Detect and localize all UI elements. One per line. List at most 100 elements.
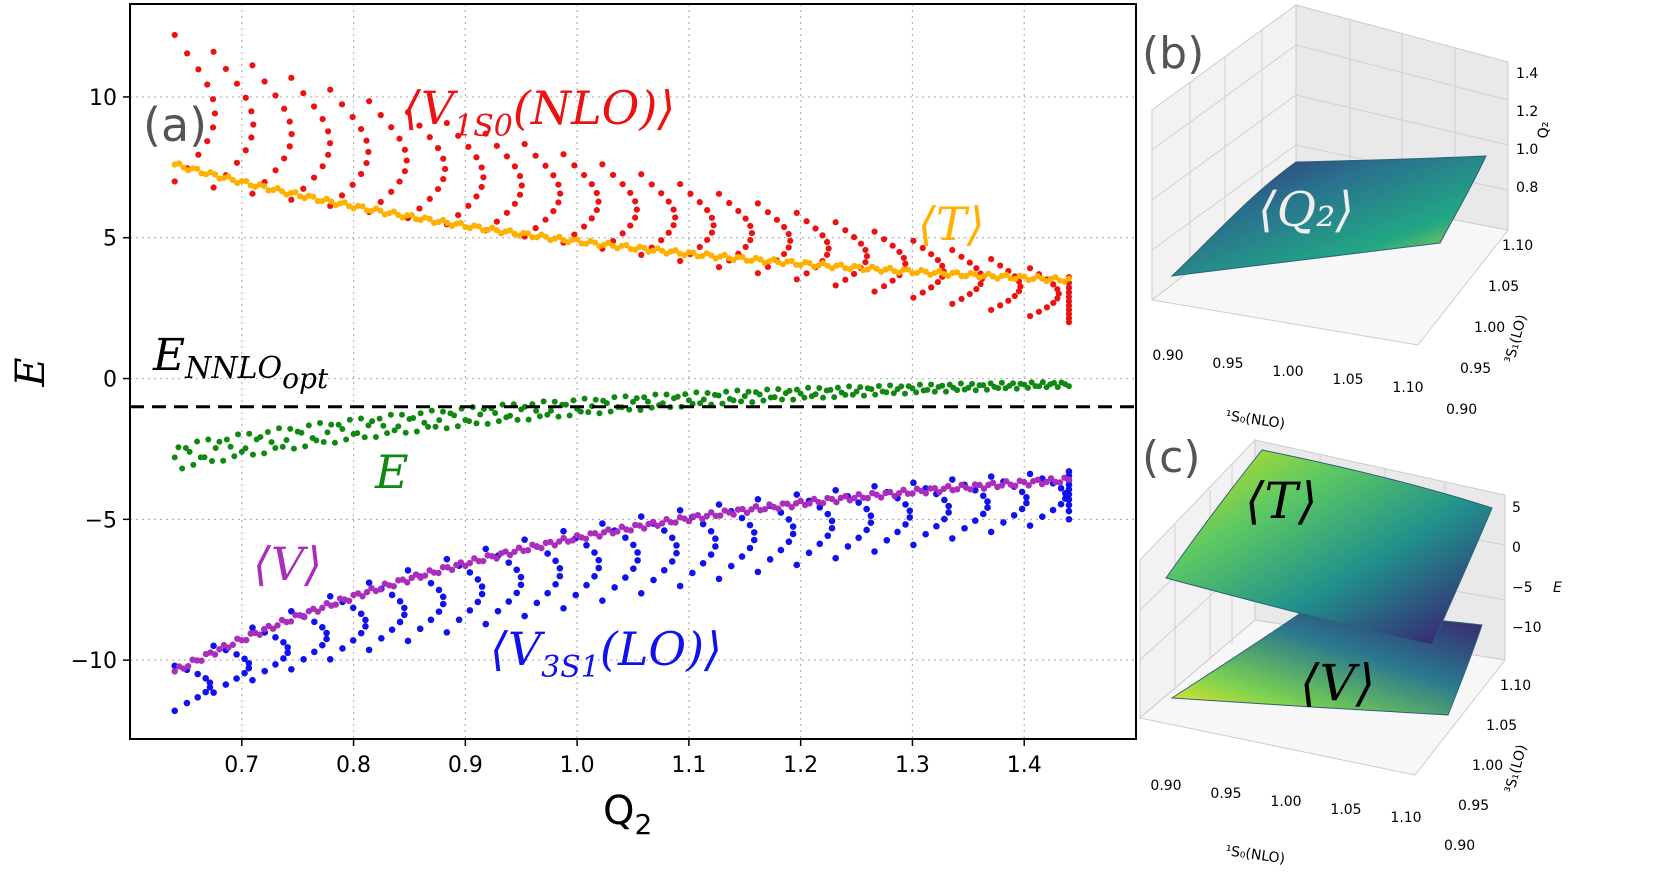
point-e [652, 391, 659, 398]
point-v1s0 [588, 181, 595, 188]
point-v1s0 [919, 289, 926, 296]
point-v1s0 [542, 162, 549, 169]
point-e [287, 425, 294, 432]
point-t [788, 257, 795, 265]
point-v1s0 [715, 264, 723, 271]
point-v [260, 626, 268, 633]
point-t [936, 267, 943, 275]
point-e [916, 381, 923, 388]
point-v1s0 [928, 284, 935, 291]
x-tick-label: 1.1 [671, 753, 706, 778]
point-v1s0 [1017, 283, 1024, 290]
point-v1s0 [648, 181, 655, 188]
point-v1s0 [532, 152, 539, 159]
point-e [410, 415, 417, 422]
point-t [444, 219, 451, 227]
point-v [685, 518, 693, 525]
point-v3s1 [272, 633, 279, 641]
point-t [582, 240, 590, 247]
point-e [186, 448, 193, 455]
x-tick-label: 1.0 [560, 753, 595, 778]
point-v1s0 [338, 101, 346, 108]
point-v [672, 519, 679, 526]
point-e [227, 443, 234, 450]
point-v1s0 [619, 230, 626, 237]
point-v [502, 548, 509, 555]
point-t [591, 239, 599, 246]
point-e [238, 448, 245, 455]
point-v [524, 547, 532, 554]
point-e [853, 388, 860, 395]
point-t [694, 253, 701, 260]
point-v3s1 [311, 618, 318, 626]
point-t [229, 176, 236, 184]
point-e [987, 380, 994, 387]
point-v3s1 [622, 574, 629, 581]
plot-frame [129, 3, 1137, 740]
point-e [492, 409, 499, 416]
point-t [962, 273, 970, 280]
point-t [408, 211, 415, 219]
point-t [971, 271, 979, 278]
point-t [354, 202, 362, 210]
point-v [851, 494, 858, 502]
point-v [761, 505, 769, 513]
point-v1s0 [242, 94, 249, 101]
point-v [596, 533, 603, 540]
point-v1s0 [825, 245, 832, 252]
point-v3s1 [910, 541, 917, 549]
point-v3s1 [941, 515, 948, 523]
point-v1s0 [210, 184, 217, 191]
point-v1s0 [1011, 292, 1018, 300]
point-v3s1 [1018, 488, 1026, 496]
point-v1s0 [261, 78, 268, 85]
point-v [1012, 482, 1019, 489]
point-t [480, 227, 487, 234]
y-tick-label-c: 1.00 [1472, 758, 1503, 774]
point-v1s0 [764, 209, 772, 216]
point-e [264, 429, 271, 436]
point-e [317, 420, 324, 427]
point-t [506, 227, 514, 234]
z-ticks-c: 5 0 −5 −10 [1512, 500, 1542, 636]
point-t [426, 215, 433, 223]
point-v3s1 [560, 527, 567, 535]
label-e-main: E [152, 330, 185, 381]
point-v [256, 631, 263, 638]
point-v1s0 [949, 300, 956, 307]
point-v3s1 [707, 551, 715, 558]
point-v3s1 [583, 541, 590, 549]
point-v1s0 [871, 288, 878, 295]
point-e [764, 386, 771, 393]
point-v1s0 [550, 208, 557, 215]
point-v [184, 662, 192, 670]
point-v [457, 559, 465, 566]
point-v3s1 [867, 512, 875, 520]
point-t [900, 266, 907, 273]
point-e [451, 412, 458, 419]
point-v1s0 [211, 110, 219, 117]
point-v1s0 [949, 246, 956, 254]
point-e [484, 420, 491, 427]
point-v1s0 [1050, 299, 1057, 307]
point-v1s0 [248, 134, 255, 141]
point-e [793, 386, 800, 393]
z-tick-label-b: 0.8 [1516, 180, 1538, 196]
point-t [945, 272, 952, 279]
point-v3s1 [1057, 500, 1065, 508]
point-v3s1 [1026, 522, 1034, 529]
point-e [745, 388, 752, 395]
point-v3s1 [583, 581, 590, 589]
point-t [569, 236, 576, 243]
point-e [466, 418, 473, 425]
point-t [985, 270, 992, 277]
point-v3s1 [435, 586, 443, 594]
point-v1s0 [443, 119, 450, 127]
point-e [760, 397, 767, 404]
z-tick-label-c: −5 [1512, 580, 1533, 596]
point-e [443, 425, 450, 432]
point-v1s0 [1065, 289, 1073, 296]
point-v3s1 [630, 541, 637, 549]
point-v [797, 497, 804, 505]
point-v3s1 [1065, 501, 1073, 509]
